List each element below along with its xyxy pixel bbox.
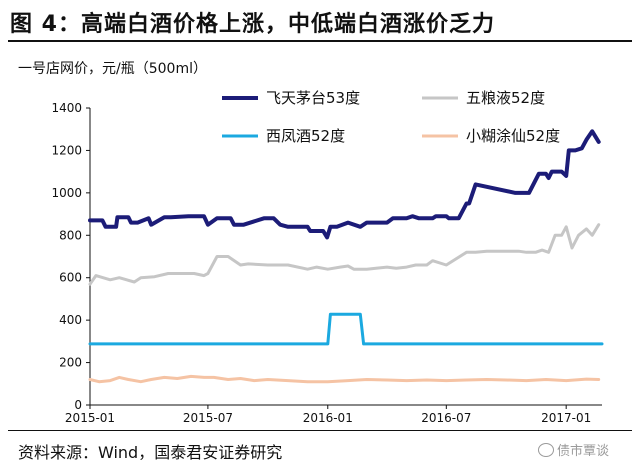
watermark-text: 债市覃谈 — [557, 444, 610, 459]
y-tick-label: 600 — [59, 271, 82, 285]
series-line-1 — [88, 129, 601, 240]
chart-axes: 0 200 400 600 800 1000 1200 1400 2015-01 2015-07 2… — [51, 101, 602, 425]
y-tick-label: 1000 — [51, 186, 82, 200]
series-lines — [88, 129, 604, 384]
legend-label-1: 飞天茅台53度 — [266, 89, 360, 107]
y-tick-label: 0 — [74, 398, 82, 412]
y-tick-label: 800 — [59, 228, 82, 242]
series-line-2 — [88, 223, 601, 286]
x-tick-label: 2015-07 — [183, 411, 233, 425]
y-tick-label: 400 — [59, 313, 82, 327]
x-tick-label: 2015-01 — [65, 411, 115, 425]
y-axis-unit-label: 一号店网价，元/瓶（500ml） — [18, 61, 207, 77]
legend-label-4: 小糊涂仙52度 — [466, 127, 560, 145]
x-tick-label: 2017-01 — [541, 411, 591, 425]
source-divider — [8, 430, 632, 431]
watermark: 债市覃谈 — [538, 440, 609, 459]
series-line-4 — [88, 374, 601, 384]
title-divider — [8, 40, 632, 42]
y-tick-label: 1200 — [51, 143, 82, 157]
legend-label-3: 西凤酒52度 — [266, 127, 345, 145]
source-note: 资料来源：Wind，国泰君安证券研究 — [18, 443, 283, 462]
price-line-chart: 0 200 400 600 800 1000 1200 1400 2015-01 2015-07 2… — [51, 89, 604, 425]
wechat-icon — [538, 443, 554, 457]
y-tick-label: 1400 — [51, 101, 82, 115]
x-tick-label: 2016-07 — [421, 411, 471, 425]
y-tick-label: 200 — [59, 356, 82, 370]
figure-title: 图 4：高端白酒价格上涨，中低端白酒涨价乏力 — [10, 12, 495, 37]
x-tick-label: 2016-01 — [303, 411, 353, 425]
legend-label-2: 五粮液52度 — [466, 89, 545, 107]
series-line-3 — [88, 312, 604, 346]
